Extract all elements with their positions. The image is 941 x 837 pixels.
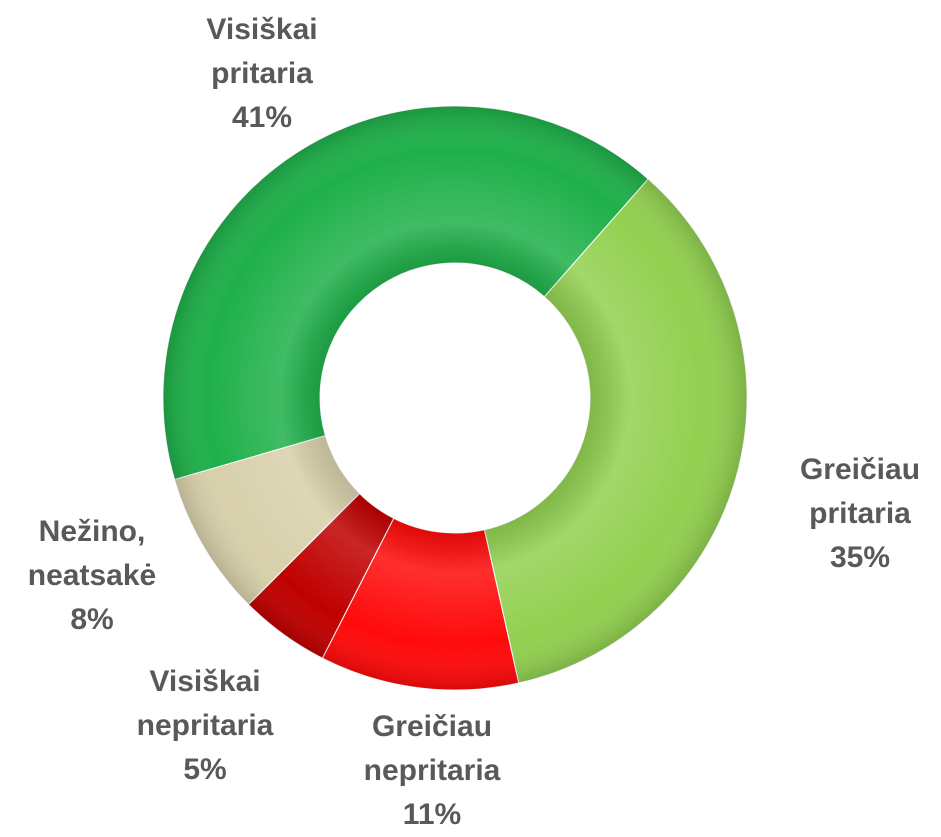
chart: Greičiau pritaria 35% Greičiau nepritaria 1… (28, 8, 920, 831)
category-label: Nežino, neatsakė (27, 515, 157, 592)
segment-label: Nežino, neatsakė 8% (28, 510, 156, 642)
value-label: 41% (231, 101, 293, 134)
category-label: Visiškai nepritaria (136, 665, 274, 742)
segment-label: Visiškai pritaria 41% (206, 8, 317, 140)
segment-label: Greičiau pritaria 35% (800, 448, 920, 580)
category-label: Greičiau nepritaria (363, 710, 501, 787)
segment-label: Visiškai nepritaria 5% (137, 660, 274, 792)
value-label: 11% (402, 798, 462, 831)
value-label: 5% (183, 753, 227, 786)
segment-label: Greičiau nepritaria 11% (364, 705, 501, 837)
value-label: 35% (829, 541, 891, 574)
category-label: Greičiau pritaria (799, 453, 921, 530)
category-label: Visiškai pritaria (206, 13, 318, 90)
value-label: 8% (70, 603, 114, 636)
